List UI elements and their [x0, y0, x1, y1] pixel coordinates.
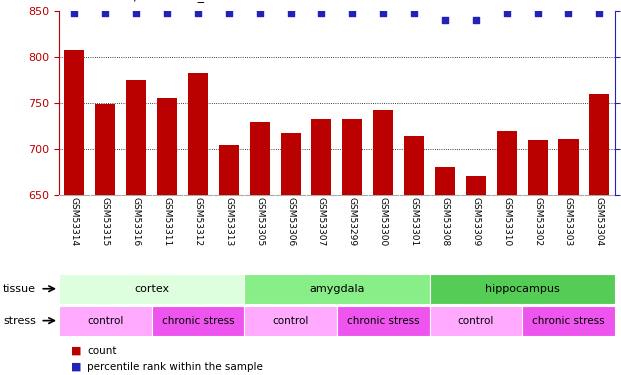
Point — [224, 10, 233, 16]
Bar — [558, 139, 579, 195]
Bar — [337, 306, 430, 336]
Bar — [373, 111, 393, 195]
Text: ■: ■ — [71, 362, 82, 372]
Point — [162, 10, 172, 16]
Bar — [430, 274, 615, 304]
Point — [471, 17, 481, 23]
Text: GSM53300: GSM53300 — [379, 197, 388, 247]
Point — [101, 10, 111, 16]
Bar — [497, 131, 517, 195]
Bar — [250, 122, 270, 195]
Bar — [522, 306, 615, 336]
Point — [378, 10, 388, 16]
Text: GSM53313: GSM53313 — [224, 197, 233, 247]
Bar — [589, 94, 609, 195]
Text: percentile rank within the sample: percentile rank within the sample — [87, 362, 263, 372]
Bar — [219, 146, 239, 195]
Text: GSM53314: GSM53314 — [70, 197, 79, 246]
Point — [317, 10, 327, 16]
Bar — [188, 73, 208, 195]
Text: GSM53305: GSM53305 — [255, 197, 264, 247]
Point — [409, 10, 419, 16]
Text: control: control — [87, 316, 124, 326]
Text: GSM53310: GSM53310 — [502, 197, 511, 247]
Text: GSM53299: GSM53299 — [348, 197, 357, 246]
Text: chronic stress: chronic stress — [347, 316, 420, 326]
Bar — [126, 80, 146, 195]
Bar — [59, 306, 152, 336]
Text: GSM53303: GSM53303 — [564, 197, 573, 247]
Text: GSM53311: GSM53311 — [163, 197, 171, 247]
Bar — [430, 306, 522, 336]
Point — [440, 17, 450, 23]
Text: hippocampus: hippocampus — [485, 284, 560, 294]
Text: chronic stress: chronic stress — [532, 316, 605, 326]
Bar — [311, 119, 332, 195]
Point — [502, 10, 512, 16]
Text: GSM53312: GSM53312 — [194, 197, 202, 246]
Bar — [404, 136, 424, 195]
Bar — [342, 119, 363, 195]
Text: GSM53316: GSM53316 — [132, 197, 141, 247]
Text: GSM53307: GSM53307 — [317, 197, 326, 247]
Bar — [157, 98, 177, 195]
Bar — [152, 306, 244, 336]
Text: ■: ■ — [71, 346, 82, 355]
Bar — [281, 134, 301, 195]
Text: cortex: cortex — [134, 284, 169, 294]
Text: GSM53315: GSM53315 — [101, 197, 110, 247]
Bar — [435, 167, 455, 195]
Bar — [466, 176, 486, 195]
Text: GSM53309: GSM53309 — [471, 197, 480, 247]
Point — [193, 10, 203, 16]
Bar — [528, 140, 548, 195]
Text: tissue: tissue — [3, 284, 36, 294]
Point — [70, 10, 79, 16]
Point — [563, 10, 573, 16]
Text: stress: stress — [3, 316, 36, 326]
Text: control: control — [273, 316, 309, 326]
Point — [594, 10, 604, 16]
Text: GSM53306: GSM53306 — [286, 197, 295, 247]
Text: GDS1794 / 1378237_at: GDS1794 / 1378237_at — [71, 0, 217, 2]
Text: GSM53304: GSM53304 — [595, 197, 604, 246]
Point — [255, 10, 265, 16]
Text: GSM53302: GSM53302 — [533, 197, 542, 246]
Text: amygdala: amygdala — [309, 284, 365, 294]
Point — [533, 10, 543, 16]
Text: chronic stress: chronic stress — [161, 316, 234, 326]
Bar — [65, 50, 84, 195]
Point — [347, 10, 357, 16]
Bar — [95, 104, 116, 195]
Bar — [244, 274, 430, 304]
Text: count: count — [87, 346, 117, 355]
Point — [131, 10, 141, 16]
Text: GSM53301: GSM53301 — [410, 197, 419, 247]
Text: GSM53308: GSM53308 — [440, 197, 450, 247]
Bar — [59, 274, 244, 304]
Text: control: control — [458, 316, 494, 326]
Point — [286, 10, 296, 16]
Bar — [244, 306, 337, 336]
